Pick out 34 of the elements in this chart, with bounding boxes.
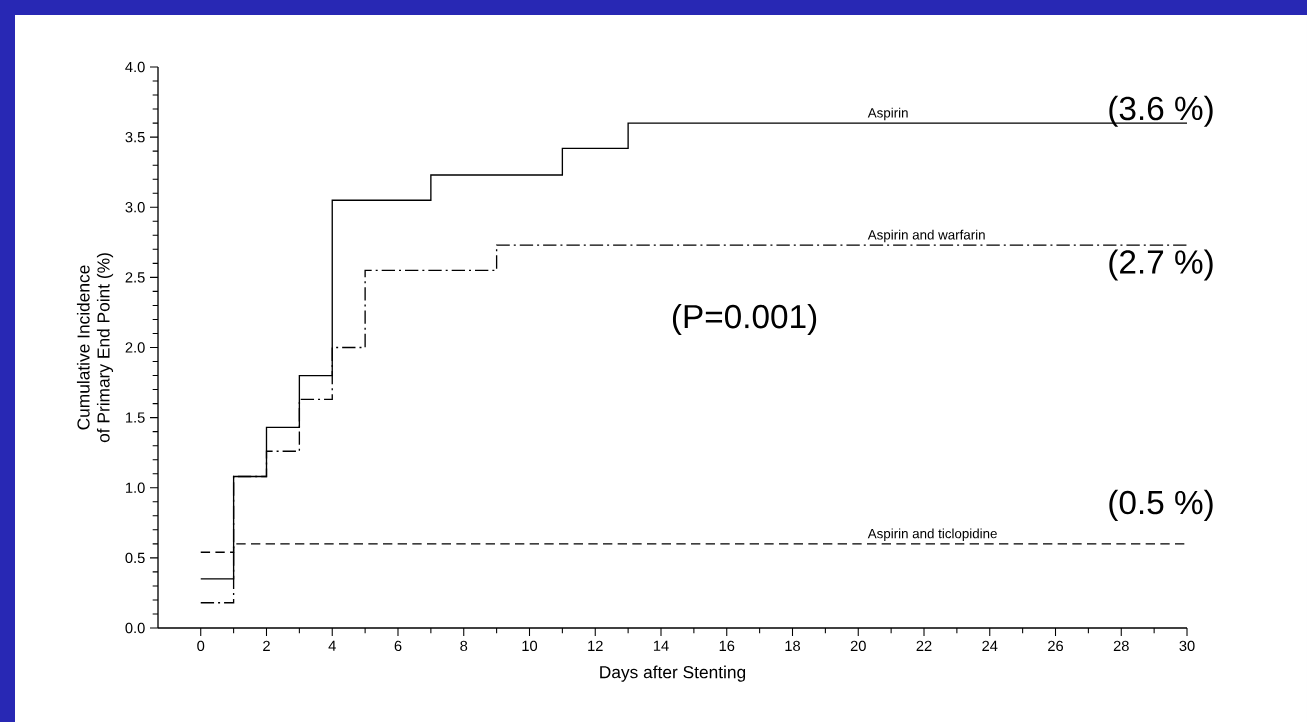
y-tick-label: 0.5 <box>125 552 145 564</box>
x-tick-label: 4 <box>328 640 336 651</box>
x-tick-label: 12 <box>588 640 603 651</box>
x-tick-label: 30 <box>1179 640 1195 652</box>
y-tick-label: 2.0 <box>125 342 145 353</box>
x-tick-label: 26 <box>1048 640 1064 652</box>
x-tick-label: 8 <box>460 640 468 652</box>
y-tick-label: 1.0 <box>126 482 145 493</box>
y-tick-label: 1.5 <box>126 412 145 423</box>
x-tick-label: 20 <box>850 640 866 652</box>
x-tick-label: 24 <box>982 640 998 651</box>
series-label: Aspirin <box>867 107 908 121</box>
y-tick-label: 3.5 <box>125 131 145 143</box>
x-tick-label: 2 <box>263 640 270 651</box>
y-axis-title: Cumulative Incidence of Primary End Point (%) <box>76 253 114 443</box>
y-tick-label: 4.0 <box>125 61 145 73</box>
y-tick-label: 3.0 <box>125 202 145 213</box>
x-tick-label: 18 <box>785 640 801 652</box>
x-tick-label: 22 <box>916 640 932 651</box>
x-tick-label: 0 <box>197 640 205 652</box>
annotation: (3.6 %) <box>1109 95 1213 127</box>
series-label: Aspirin and warfarin <box>867 229 985 243</box>
x-tick-label: 14 <box>653 640 669 651</box>
x-tick-label: 16 <box>719 640 735 652</box>
annotation: (P=0.001) <box>672 303 817 335</box>
x-tick-label: 10 <box>522 640 538 652</box>
y-tick-label: 2.5 <box>125 272 145 283</box>
x-tick-label: 6 <box>394 640 402 652</box>
annotation: (2.7 %) <box>1109 249 1213 281</box>
x-tick-label: 28 <box>1113 640 1129 652</box>
annotation: (0.5 %) <box>1109 489 1213 521</box>
series-label: Aspirin and ticlopidine <box>867 528 997 541</box>
x-axis-title: Days after Stenting <box>600 665 746 682</box>
y-tick-label: 0.0 <box>125 622 145 634</box>
